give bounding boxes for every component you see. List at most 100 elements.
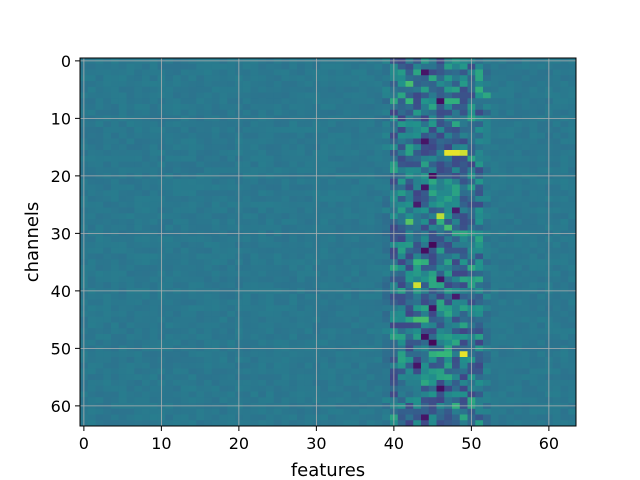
heatmap-cell [180,247,189,254]
heatmap-cell [126,311,135,318]
heatmap-cell [483,242,492,249]
heatmap-cell [87,374,96,381]
heatmap-cell [273,282,282,289]
heatmap-cell [459,242,468,249]
heatmap-cell [250,265,259,272]
heatmap-cell [514,385,523,392]
heatmap-cell [475,184,484,191]
heatmap-cell [328,184,337,191]
heatmap-cell [328,322,337,329]
heatmap-cell [413,98,422,105]
heatmap-cell [428,207,437,214]
heatmap-cell [366,98,375,105]
heatmap-cell [452,322,461,329]
heatmap-cell [568,69,577,76]
heatmap-cell [537,339,546,346]
heatmap-cell [204,69,213,76]
heatmap-cell [459,201,468,208]
heatmap-cell [273,420,282,427]
heatmap-cell [180,144,189,151]
heatmap-cell [436,328,445,335]
x-tick-label: 50 [461,434,481,453]
heatmap-cell [173,184,182,191]
heatmap-cell [359,380,368,387]
heatmap-cell [366,75,375,82]
heatmap-cell [335,86,344,93]
heatmap-cell [196,380,205,387]
heatmap-cell [514,299,523,306]
heatmap-cell [87,357,96,364]
heatmap-cell [421,322,430,329]
heatmap-cell [359,190,368,197]
heatmap-cell [173,351,182,358]
heatmap-cell [266,219,275,226]
heatmap-cell [118,236,127,243]
heatmap-cells [80,58,577,427]
heatmap-cell [242,161,251,168]
heatmap-cell [211,224,220,231]
heatmap-cell [227,127,236,134]
heatmap-cell [111,196,120,203]
heatmap-cell [180,201,189,208]
heatmap-cell [266,299,275,306]
heatmap-cell [258,109,267,116]
heatmap-cell [196,138,205,145]
heatmap-cell [297,397,306,404]
heatmap-cell [351,414,360,421]
heatmap-cell [560,63,569,70]
heatmap-cell [281,196,290,203]
heatmap-cell [95,236,104,243]
heatmap-cell [521,178,530,185]
heatmap-cell [413,259,422,266]
heatmap-cell [204,236,213,243]
heatmap-cell [142,305,151,312]
heatmap-cell [343,121,352,128]
heatmap-cell [498,299,507,306]
heatmap-cell [273,380,282,387]
heatmap-cell [459,92,468,99]
heatmap-cell [568,196,577,203]
heatmap-cell [421,265,430,272]
heatmap-cell [211,293,220,300]
heatmap-cell [87,397,96,404]
heatmap-cell [103,155,112,162]
heatmap-cell [560,380,569,387]
heatmap-cell [304,305,313,312]
heatmap-cell [397,109,406,116]
heatmap-cell [188,132,197,139]
heatmap-cell [320,92,329,99]
heatmap-cell [382,132,391,139]
heatmap-cell [428,391,437,398]
heatmap-cell [335,265,344,272]
heatmap-cell [242,155,251,162]
heatmap-cell [490,368,499,375]
heatmap-cell [180,408,189,415]
heatmap-cell [529,121,538,128]
heatmap-cell [483,420,492,427]
heatmap-cell [180,75,189,82]
heatmap-cell [149,219,158,226]
heatmap-cell [297,190,306,197]
heatmap-cell [483,201,492,208]
heatmap-cell [459,270,468,277]
heatmap-cell [568,201,577,208]
heatmap-cell [149,408,158,415]
heatmap-cell [459,86,468,93]
heatmap-cell [118,224,127,231]
heatmap-cell [281,155,290,162]
heatmap-cell [273,259,282,266]
heatmap-cell [498,380,507,387]
heatmap-cell [204,81,213,88]
heatmap-cell [428,196,437,203]
heatmap-cell [258,414,267,421]
heatmap-cell [506,420,515,427]
heatmap-cell [289,414,298,421]
heatmap-cell [281,75,290,82]
heatmap-cell [219,207,228,214]
heatmap-cell [165,322,174,329]
heatmap-cell [475,150,484,157]
heatmap-cell [103,270,112,277]
heatmap-cell [204,219,213,226]
heatmap-cell [188,236,197,243]
heatmap-cell [521,219,530,226]
